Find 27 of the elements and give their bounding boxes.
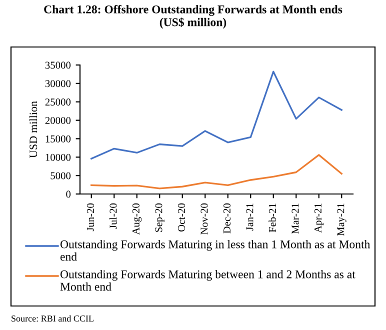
x-tick-label: Feb-21 [268, 204, 276, 232]
source-note: Source: RBI and CCIL [12, 315, 94, 322]
x-tick-label: Apr-21 [314, 204, 324, 233]
x-tick-label: Mar-21 [292, 204, 299, 234]
x-tick-label: Aug-20 [132, 203, 142, 235]
x-tick-label: Nov-20 [200, 203, 208, 235]
x-tick-label: Jul-20 [109, 203, 117, 229]
y-tick-label: 10000 [46, 154, 71, 161]
x-tick-label: Oct-20 [178, 203, 185, 232]
y-tick-label: 5000 [50, 172, 71, 180]
y-tick-label: 20000 [45, 116, 71, 124]
line-series [90, 70, 342, 160]
legend-label: Outstanding Forwards Maturing between 1 and 2 Months as at Month end [60, 270, 356, 291]
y-tick-label: 0 [66, 190, 71, 198]
x-tick-label: Sep-20 [155, 203, 164, 232]
y-tick-label: 15000 [46, 135, 71, 142]
x-tick-label: Jun-20 [86, 203, 94, 232]
legend-label: Outstanding Forwards Maturing in less than 1 Month as at Month end [60, 240, 370, 261]
y-axis-title: USD million [29, 101, 38, 158]
y-tick-label: 30000 [45, 80, 71, 88]
y-tick-label: 35000 [45, 62, 71, 69]
line-series [90, 154, 342, 190]
x-tick-label: May-21 [337, 204, 346, 236]
chart-title: Chart 1.28: Offshore Outstanding Forwards at Month ends (US$ million) [44, 4, 342, 29]
y-tick-label: 25000 [45, 98, 71, 106]
x-tick-label: Jan-21 [246, 204, 254, 231]
x-tick-label: Dec-20 [223, 203, 230, 234]
